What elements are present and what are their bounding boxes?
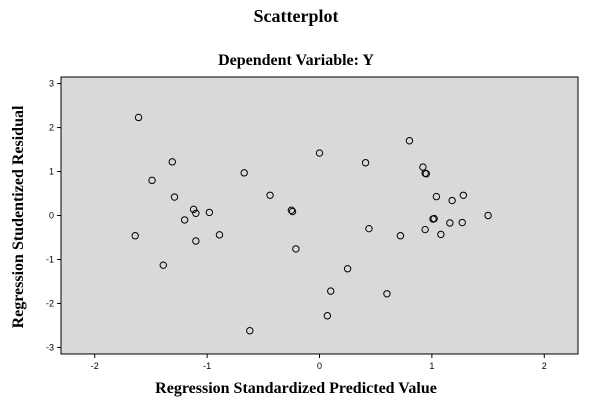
data-point [189,205,198,214]
data-point [396,232,405,240]
y-tick-label: -2 [46,298,54,308]
data-point [405,137,414,145]
data-point [180,216,189,224]
x-tick-label: 2 [542,361,547,371]
data-point [292,245,300,253]
data-point [437,230,445,239]
data-point [432,192,441,201]
plot-background [60,76,579,355]
data-point [192,209,200,218]
data-point [315,149,324,157]
data-point [343,265,352,273]
data-point [168,158,176,166]
y-tick-label: -3 [46,342,54,352]
y-tick-label: 0 [49,211,54,221]
axes: -2 -1 0 1 2 -3 -2 -1 0 1 2 3 [46,79,547,371]
data-point [205,208,214,217]
y-tick-label: 1 [49,167,54,177]
x-tick-label: -1 [203,361,211,371]
data-point [266,191,274,199]
data-point [159,261,167,269]
data-point [287,206,296,214]
x-tick-label: -2 [91,361,99,371]
data-point [430,214,438,223]
y-tick-label: 3 [49,79,54,89]
data-point [192,237,200,245]
data-point [365,224,373,233]
x-tick-label: 0 [317,361,322,371]
data-point [288,207,297,216]
data-points [131,113,492,335]
data-point [131,232,139,240]
data-point [383,290,391,298]
data-point [448,196,456,205]
data-point [361,159,370,167]
data-point [459,191,468,199]
data-point [327,287,335,295]
data-point [148,176,156,185]
data-point [215,231,224,239]
data-point [240,169,248,177]
data-point [458,218,466,227]
y-axis-label: Regression Studentized Residual [10,105,27,329]
x-tick-label: 1 [429,361,434,371]
data-point [246,326,254,335]
y-tick-label: -1 [46,254,54,264]
x-axis-label: Regression Standardized Predicted Value [155,380,437,397]
data-point [484,211,492,220]
data-point [170,193,179,201]
chart-subtitle: Dependent Variable: Y [218,52,374,69]
data-point [421,225,429,234]
y-tick-label: 2 [49,123,54,133]
data-point [323,312,332,320]
data-point [419,163,427,171]
chart-title: Scatterplot [253,6,339,26]
data-point [422,170,430,178]
data-point [446,219,454,227]
data-point [134,113,143,122]
